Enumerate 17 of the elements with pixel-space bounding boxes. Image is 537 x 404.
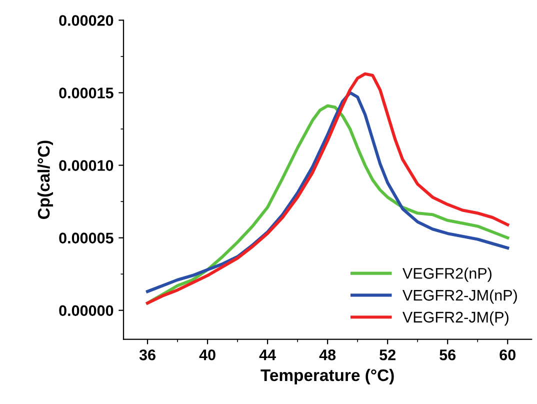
y-axis-title: Cp(cal/°C) — [37, 140, 54, 219]
x-tick-label: 56 — [440, 349, 456, 360]
y-tick-label: 0.00000 — [59, 305, 114, 316]
x-tick-label: 52 — [380, 349, 396, 360]
x-axis-title: Temperature (°C) — [260, 368, 394, 384]
x-tick-label: 36 — [139, 349, 156, 360]
legend-label: VEGFR2-JM(P) — [402, 311, 508, 326]
legend-label: VEGFR2-JM(nP) — [402, 289, 517, 304]
legend-label: VEGFR2(nP) — [402, 268, 492, 282]
x-tick-label: 40 — [199, 349, 216, 360]
x-tick-label: 44 — [259, 350, 276, 360]
x-tick-label: 60 — [500, 349, 516, 360]
y-tick-label: 0.00010 — [59, 160, 114, 171]
y-tick-label: 0.00015 — [59, 88, 114, 98]
y-tick-label: 0.00005 — [59, 232, 114, 244]
y-tick-label: 0.00020 — [59, 15, 114, 26]
x-tick-label: 48 — [319, 349, 336, 360]
